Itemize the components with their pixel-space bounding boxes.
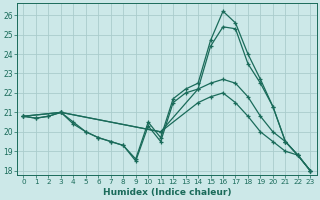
X-axis label: Humidex (Indice chaleur): Humidex (Indice chaleur) (103, 188, 231, 197)
